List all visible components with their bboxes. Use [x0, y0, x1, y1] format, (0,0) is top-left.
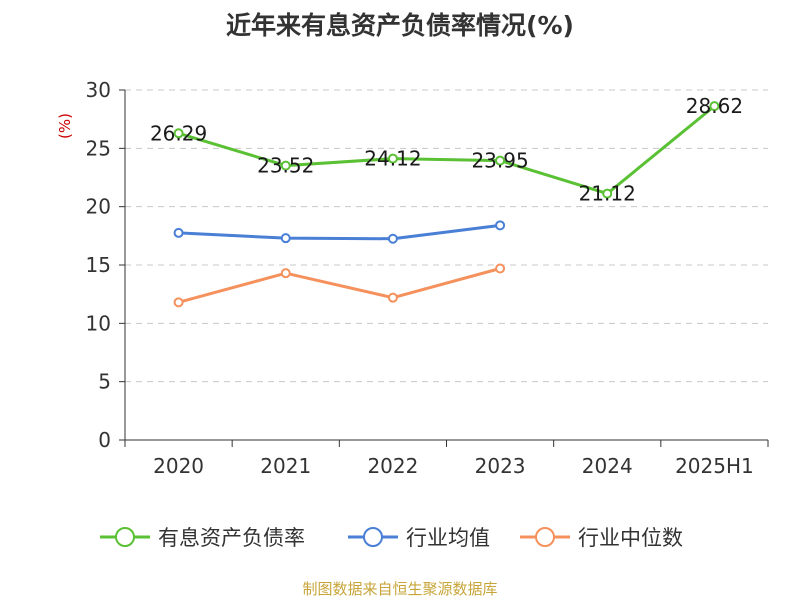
data-labels: 26.29 23.52 24.12 23.95 21.12 28.62 — [150, 94, 743, 206]
data-label: 23.95 — [471, 149, 528, 173]
y-axis-unit-label: (%) — [56, 113, 74, 139]
data-point — [495, 263, 506, 274]
legend-label: 行业均值 — [406, 526, 490, 550]
data-label: 23.52 — [257, 154, 314, 178]
series-line — [178, 267, 501, 304]
legend-marker — [115, 527, 135, 547]
grid-lines — [125, 89, 768, 383]
series-line — [178, 223, 501, 241]
x-tick-label: 2024 — [582, 454, 633, 478]
data-point — [173, 227, 184, 238]
data-label: 28.62 — [686, 94, 743, 118]
data-label: 24.12 — [364, 147, 421, 171]
x-tick-label: 2022 — [367, 454, 418, 478]
data-point — [387, 153, 398, 164]
data-point — [280, 160, 291, 171]
y-tick-label: 0 — [98, 428, 111, 452]
y-tick-label: 20 — [86, 195, 111, 219]
data-label: 26.29 — [150, 121, 207, 145]
series-line — [178, 104, 716, 196]
data-point — [173, 128, 184, 139]
y-tick-label: 30 — [86, 78, 111, 102]
y-tick-label: 25 — [86, 136, 111, 160]
y-tick-label: 5 — [98, 370, 111, 394]
legend: 有息资产负债率 行业均值 行业中位数 — [100, 526, 683, 550]
data-point — [495, 220, 506, 231]
data-label: 21.12 — [579, 182, 636, 206]
x-tick-label: 2023 — [475, 454, 526, 478]
data-point — [495, 155, 506, 166]
legend-marker — [363, 527, 383, 547]
y-tick-label: 10 — [86, 311, 111, 335]
data-point — [602, 188, 613, 199]
series-group — [173, 101, 720, 308]
data-point — [387, 233, 398, 244]
legend-label: 有息资产负债率 — [158, 526, 305, 550]
data-point — [387, 292, 398, 303]
x-tick-label: 2021 — [260, 454, 311, 478]
data-point — [280, 268, 291, 279]
legend-label: 行业中位数 — [578, 526, 683, 550]
data-point — [709, 101, 720, 112]
y-axis-ticks: 0 5 10 15 20 25 30 — [86, 78, 125, 452]
data-point — [280, 233, 291, 244]
x-axis-ticks: 2020 2021 2022 2023 2024 2025H1 — [124, 440, 769, 478]
source-note: 制图数据来自恒生聚源数据库 — [302, 580, 498, 598]
chart-title: 近年来有息资产负债率情况(%) — [226, 11, 574, 40]
x-tick-label: 2025H1 — [675, 454, 754, 478]
x-tick-label: 2020 — [153, 454, 204, 478]
legend-marker — [535, 527, 555, 547]
y-tick-label: 15 — [86, 253, 111, 277]
data-point — [173, 297, 184, 308]
